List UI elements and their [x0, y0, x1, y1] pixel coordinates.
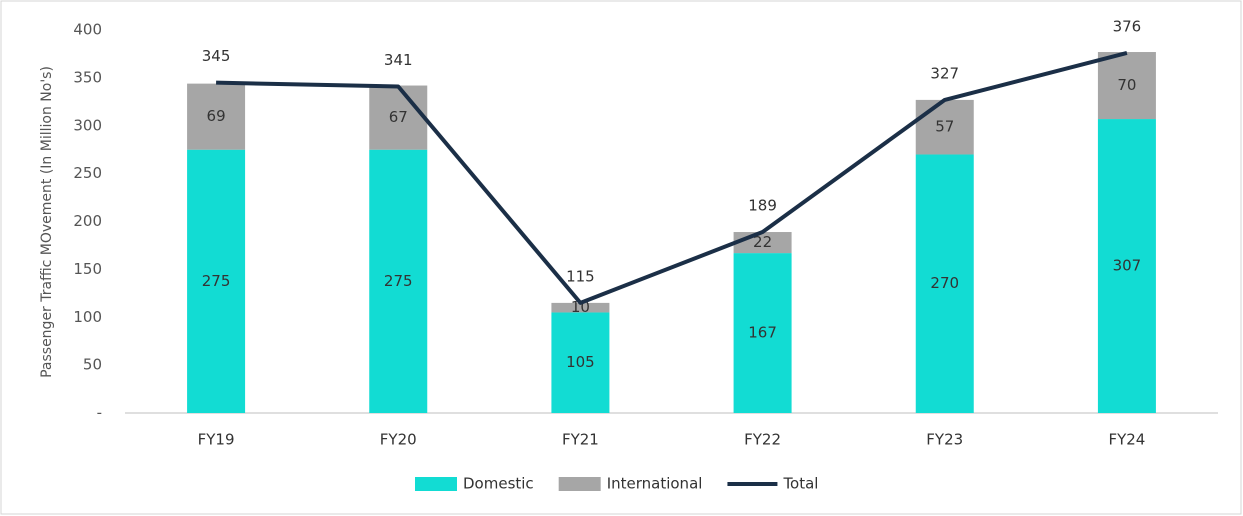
- bar-segment: [915, 154, 974, 413]
- legend-swatch: [558, 477, 601, 491]
- y-tick-label: -: [97, 404, 102, 422]
- y-axis-label: Passenger Traffic MOvement (In Million N…: [39, 66, 55, 378]
- data-label: 275: [384, 272, 413, 290]
- total-line: [216, 51, 1128, 305]
- data-label: 167: [748, 324, 777, 342]
- legend-label: Domestic: [463, 475, 534, 493]
- y-tick-label: 150: [73, 260, 102, 278]
- bar-segment: [1097, 52, 1156, 120]
- legend-label: International: [607, 475, 703, 493]
- bar-segment: [369, 149, 428, 413]
- legend-label: Total: [782, 475, 818, 493]
- data-label: 69: [207, 107, 226, 125]
- y-tick-label: 300: [73, 116, 102, 134]
- data-label: 189: [748, 197, 777, 215]
- y-tick-label: 350: [73, 68, 102, 86]
- bar-segment: [733, 253, 792, 413]
- bar-segment: [915, 99, 974, 155]
- legend-swatch: [415, 477, 457, 491]
- bar-segment: [551, 302, 610, 313]
- data-label: 57: [935, 118, 954, 136]
- data-label: 115: [566, 267, 595, 285]
- bar-segment: [551, 312, 610, 413]
- y-tick-label: 200: [73, 212, 102, 230]
- data-label: 275: [202, 272, 231, 290]
- x-tick-label: FY24: [1108, 431, 1145, 449]
- data-label: 345: [202, 47, 231, 65]
- y-tick-label: 50: [83, 356, 102, 374]
- y-tick-label: 400: [73, 21, 102, 39]
- bar-segment: [369, 85, 428, 150]
- data-label: 341: [384, 51, 413, 69]
- data-label: 270: [930, 274, 959, 292]
- data-label: 22: [753, 233, 772, 251]
- bar-segment: [1097, 119, 1156, 414]
- bar-segment: [187, 149, 246, 413]
- data-label: 70: [1117, 76, 1136, 94]
- y-tick-label: 100: [73, 308, 102, 326]
- x-tick-label: FY22: [744, 431, 781, 449]
- data-label: 307: [1113, 257, 1142, 275]
- x-tick-label: FY23: [926, 431, 963, 449]
- data-label: 327: [930, 64, 959, 82]
- bar-segment: [187, 83, 246, 150]
- data-label: 67: [389, 108, 408, 126]
- x-tick-label: FY21: [562, 431, 599, 449]
- x-tick-label: FY19: [198, 431, 235, 449]
- y-tick-label: 250: [73, 164, 102, 182]
- data-label: 376: [1113, 17, 1142, 35]
- data-label: 105: [566, 353, 595, 371]
- x-tick-label: FY20: [380, 431, 417, 449]
